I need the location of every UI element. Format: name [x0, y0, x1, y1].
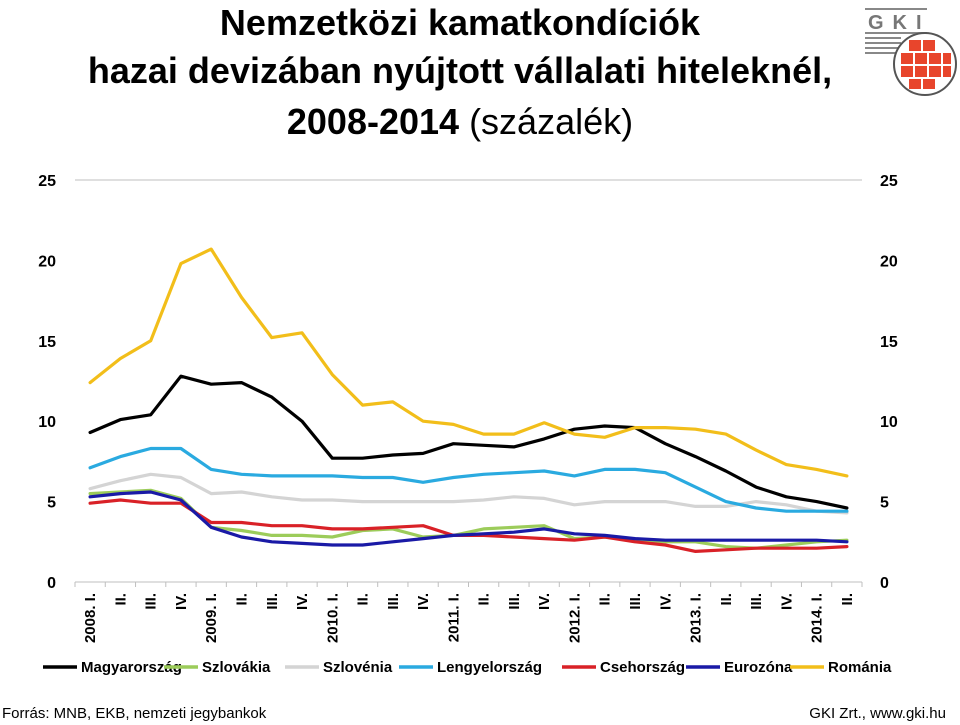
y-tick-label-right: 10	[880, 414, 898, 431]
x-tick-label: 2009. I.	[203, 593, 220, 643]
x-tick-label: 2014. I.	[809, 593, 826, 643]
y-tick-label-left: 20	[38, 253, 56, 270]
y-tick-label-left: 10	[38, 414, 56, 431]
series-line	[88, 446, 849, 513]
legend-label: Szlovákia	[202, 659, 271, 676]
chart-title-line1: Nemzetközi kamatkondíciók	[219, 2, 701, 43]
x-tick-label: 2013. I.	[688, 593, 705, 643]
x-tick-label: IV.	[415, 593, 432, 610]
logo-text: GKI	[868, 12, 931, 34]
y-tick-label-right: 0	[880, 575, 889, 592]
y-tick-label-right: 25	[880, 173, 898, 190]
x-tick-label: II.	[718, 593, 735, 606]
y-tick-label-left: 25	[38, 173, 56, 190]
x-tick-label: IV.	[294, 593, 311, 610]
x-tick-label: II.	[233, 593, 250, 606]
legend-label: Lengyelország	[437, 659, 542, 676]
chart-axes: 0 0 5 5 10 10 15 15 20 20 25 25	[38, 173, 898, 592]
x-tick-label: III.	[143, 593, 160, 610]
y-tick-label-right: 20	[880, 253, 898, 270]
series-line	[88, 374, 849, 510]
x-tick-label: 2011. I.	[445, 593, 462, 642]
credit-note: GKI Zrt., www.gki.hu	[809, 705, 946, 722]
chart-title-line3: 2008-2014 (százalék)	[0, 101, 940, 143]
chart-title-years: 2008-2014	[286, 101, 460, 142]
series-line	[88, 247, 849, 478]
y-tick-label-right: 5	[880, 495, 889, 512]
x-tick-label: IV.	[173, 593, 190, 610]
x-tick-label: III.	[385, 593, 402, 610]
x-tick-label: III.	[748, 593, 765, 610]
x-tick-label: II.	[355, 593, 372, 606]
legend-label: Eurozóna	[724, 659, 793, 676]
x-tick-label: IV.	[657, 593, 674, 610]
y-tick-label-right: 15	[880, 334, 898, 351]
x-tick-label: 2008. I.	[82, 593, 99, 643]
chart-legend: Magyarország Szlovákia Szlovénia Lengyelors…	[43, 659, 892, 676]
gki-logo-icon: GKI	[865, 8, 957, 96]
x-axis-tick-labels: 2008. I. II. III. IV. 2009. I. II. III. IV. 2010…	[82, 593, 856, 643]
x-tick-label: IV.	[536, 593, 553, 610]
legend-label: Szlovénia	[323, 659, 393, 676]
x-tick-label: II.	[839, 593, 856, 606]
x-tick-label: III.	[627, 593, 644, 610]
series-line	[88, 490, 849, 547]
x-tick-label: III.	[506, 593, 523, 610]
series-line	[88, 498, 849, 554]
x-tick-label: 2012. I.	[566, 593, 583, 643]
legend-label: Románia	[828, 659, 892, 676]
source-note: Forrás: MNB, EKB, nemzeti jegybankok	[2, 705, 267, 722]
x-tick-label: III.	[264, 593, 281, 610]
legend-label: Csehország	[600, 659, 685, 676]
series-line	[88, 472, 849, 515]
legend-label: Magyarország	[81, 659, 182, 676]
y-tick-label-left: 5	[47, 495, 56, 512]
chart-title-line2: hazai devizában nyújtott vállalati hitel…	[87, 50, 833, 91]
y-tick-label-left: 0	[47, 575, 56, 592]
x-tick-label: II.	[112, 593, 129, 606]
x-tick-label: II.	[476, 593, 493, 606]
x-tick-label: II.	[597, 593, 614, 606]
y-tick-label-left: 15	[38, 334, 56, 351]
x-tick-label: 2010. I.	[324, 593, 341, 643]
chart-series-lines	[88, 247, 849, 554]
x-tick-label: IV.	[778, 593, 795, 610]
chart-title-unit: (százalék)	[459, 101, 634, 142]
